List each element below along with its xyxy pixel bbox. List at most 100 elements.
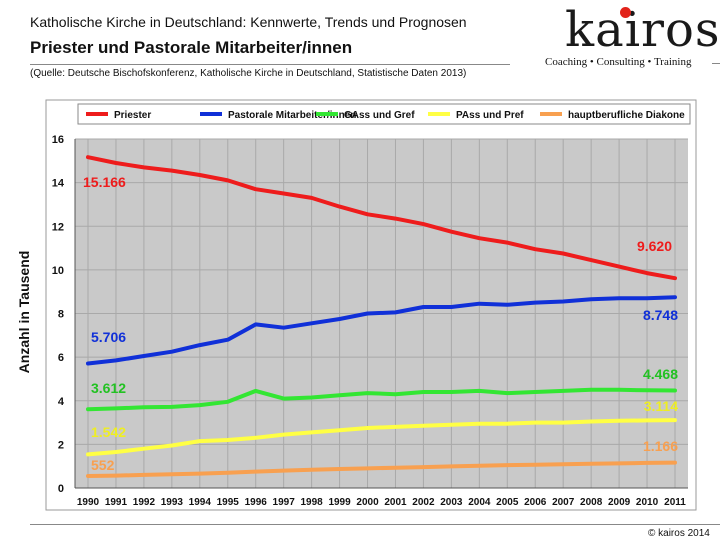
data-point: [114, 358, 118, 362]
data-label-end: 1.166: [643, 438, 678, 454]
data-point: [673, 461, 677, 465]
data-point: [421, 465, 425, 469]
data-point: [561, 421, 565, 425]
data-point: [589, 419, 593, 423]
data-point: [617, 265, 621, 269]
data-point: [617, 419, 621, 423]
data-point: [86, 362, 90, 366]
x-tick-label: 2000: [356, 497, 379, 508]
x-tick-label: 2010: [636, 497, 659, 508]
data-point: [477, 389, 481, 393]
data-point: [338, 205, 342, 209]
x-tick-label: 1991: [105, 497, 128, 508]
data-point: [533, 301, 537, 305]
data-label-start: 15.166: [83, 174, 126, 190]
data-point: [645, 461, 649, 465]
data-point: [254, 436, 258, 440]
data-label-end: 4.468: [643, 366, 678, 382]
x-tick-label: 2001: [384, 497, 407, 508]
data-point: [86, 474, 90, 478]
data-point: [142, 447, 146, 451]
data-point: [366, 391, 370, 395]
x-tick-label: 2004: [468, 497, 491, 508]
data-point: [449, 305, 453, 309]
series-line: [86, 387, 677, 412]
data-point: [114, 161, 118, 165]
data-point: [310, 321, 314, 325]
data-point: [142, 354, 146, 358]
data-point: [617, 296, 621, 300]
data-point: [477, 236, 481, 240]
data-label-end: 8.748: [643, 307, 678, 323]
data-point: [505, 391, 509, 395]
data-point: [673, 276, 677, 280]
series-line: [86, 418, 677, 457]
x-tick-label: 2003: [440, 497, 463, 508]
y-tick-label: 10: [52, 265, 64, 277]
data-point: [254, 470, 258, 474]
data-point: [617, 388, 621, 392]
data-point: [449, 464, 453, 468]
data-point: [421, 424, 425, 428]
data-point: [338, 467, 342, 471]
data-point: [366, 212, 370, 216]
data-point: [310, 468, 314, 472]
y-tick-label: 16: [52, 134, 64, 146]
copyright-text: © kairos 2014: [648, 528, 710, 539]
data-point: [282, 326, 286, 330]
data-point: [561, 462, 565, 466]
data-point: [254, 187, 258, 191]
y-tick-label: 0: [58, 483, 64, 495]
data-point: [505, 303, 509, 307]
data-point: [198, 403, 202, 407]
data-point: [86, 155, 90, 159]
data-point: [673, 418, 677, 422]
data-point: [282, 192, 286, 196]
data-point: [170, 443, 174, 447]
y-tick-label: 8: [58, 309, 64, 321]
data-point: [393, 466, 397, 470]
data-point: [170, 350, 174, 354]
data-point: [198, 343, 202, 347]
data-point: [282, 469, 286, 473]
data-point: [86, 407, 90, 411]
data-point: [477, 464, 481, 468]
data-point: [449, 230, 453, 234]
data-point: [310, 395, 314, 399]
y-tick-label: 4: [58, 396, 65, 408]
data-point: [561, 300, 565, 304]
data-point: [338, 428, 342, 432]
x-tick-label: 2011: [664, 497, 686, 508]
data-point: [533, 421, 537, 425]
y-tick-label: 6: [58, 352, 64, 364]
data-point: [673, 389, 677, 393]
data-point: [142, 473, 146, 477]
data-point: [310, 430, 314, 434]
data-point: [310, 196, 314, 200]
source-note: (Quelle: Deutsche Bischofskonferenz, Kat…: [30, 68, 467, 79]
y-tick-label: 14: [52, 178, 65, 190]
data-point: [561, 252, 565, 256]
data-point: [393, 310, 397, 314]
legend: [77, 103, 691, 125]
data-label-end: 3.114: [644, 398, 678, 414]
data-point: [226, 400, 230, 404]
data-point: [589, 297, 593, 301]
data-point: [142, 405, 146, 409]
data-point: [226, 471, 230, 475]
data-point: [505, 241, 509, 245]
data-point: [421, 305, 425, 309]
x-tick-label: 1998: [300, 497, 323, 508]
data-point: [505, 463, 509, 467]
data-point: [86, 452, 90, 456]
data-point: [366, 426, 370, 430]
data-label-start: 5.706: [91, 329, 126, 345]
data-point: [449, 390, 453, 394]
data-point: [254, 389, 258, 393]
data-point: [114, 474, 118, 478]
x-tick-label: 2005: [496, 497, 519, 508]
data-point: [589, 462, 593, 466]
data-point: [282, 397, 286, 401]
data-point: [393, 217, 397, 221]
